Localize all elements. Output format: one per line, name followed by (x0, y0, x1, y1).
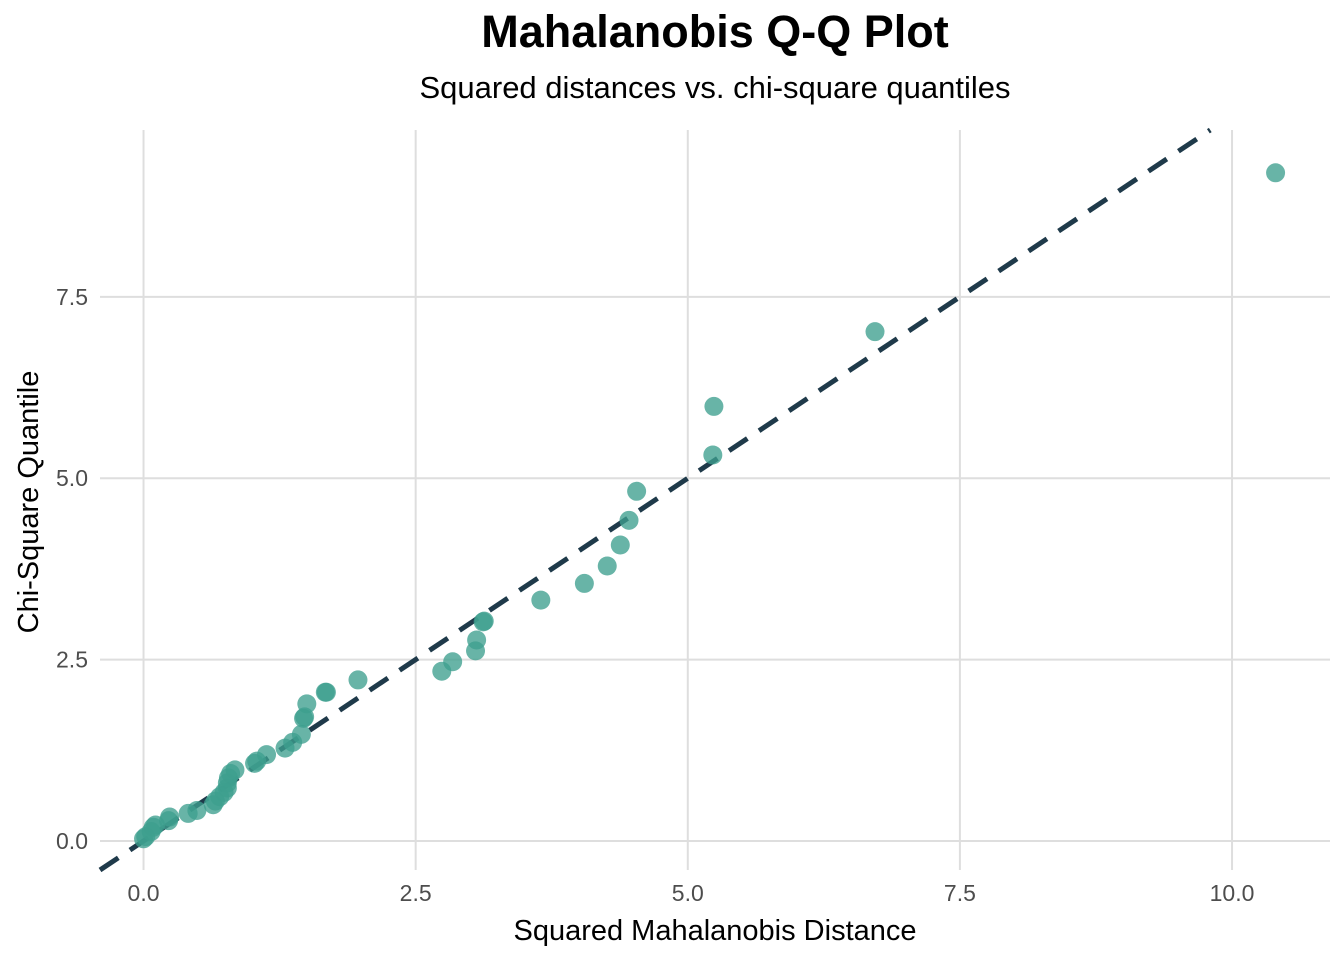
data-point (443, 652, 463, 672)
x-tick-label: 5.0 (672, 880, 704, 906)
data-point (257, 745, 277, 765)
x-tick-label: 2.5 (400, 880, 432, 906)
data-point (297, 694, 317, 714)
data-point (348, 670, 368, 690)
data-point (865, 322, 885, 342)
data-points (134, 163, 1286, 849)
data-point (703, 445, 723, 465)
x-tick-label: 10.0 (1210, 880, 1255, 906)
y-axis-title: Chi-Square Quantile (13, 371, 45, 634)
x-tick-label: 0.0 (128, 880, 160, 906)
data-point (316, 682, 336, 702)
chart-subtitle: Squared distances vs. chi-square quantil… (419, 70, 1011, 105)
data-point (574, 573, 594, 593)
tick-labels: 0.0 2.5 5.0 7.5 10.0 0.0 2.5 5.0 7.5 (56, 284, 1254, 906)
data-point (225, 760, 245, 780)
y-tick-label: 2.5 (56, 647, 88, 673)
data-point (619, 510, 639, 530)
data-point (160, 807, 180, 827)
data-point (474, 611, 494, 631)
x-tick-label: 7.5 (944, 880, 976, 906)
data-point (291, 724, 311, 744)
data-point (1266, 163, 1286, 183)
y-tick-label: 7.5 (56, 284, 88, 310)
data-point (704, 396, 724, 416)
y-tick-label: 0.0 (56, 828, 88, 854)
data-point (531, 590, 551, 610)
data-point (627, 481, 647, 501)
x-axis-title: Squared Mahalanobis Distance (513, 915, 916, 947)
data-point (467, 630, 487, 650)
data-point (597, 556, 617, 576)
data-point (187, 801, 207, 821)
chart-title: Mahalanobis Q-Q Plot (481, 6, 949, 57)
grid (100, 130, 1330, 870)
y-tick-label: 5.0 (56, 465, 88, 491)
data-point (610, 535, 630, 555)
